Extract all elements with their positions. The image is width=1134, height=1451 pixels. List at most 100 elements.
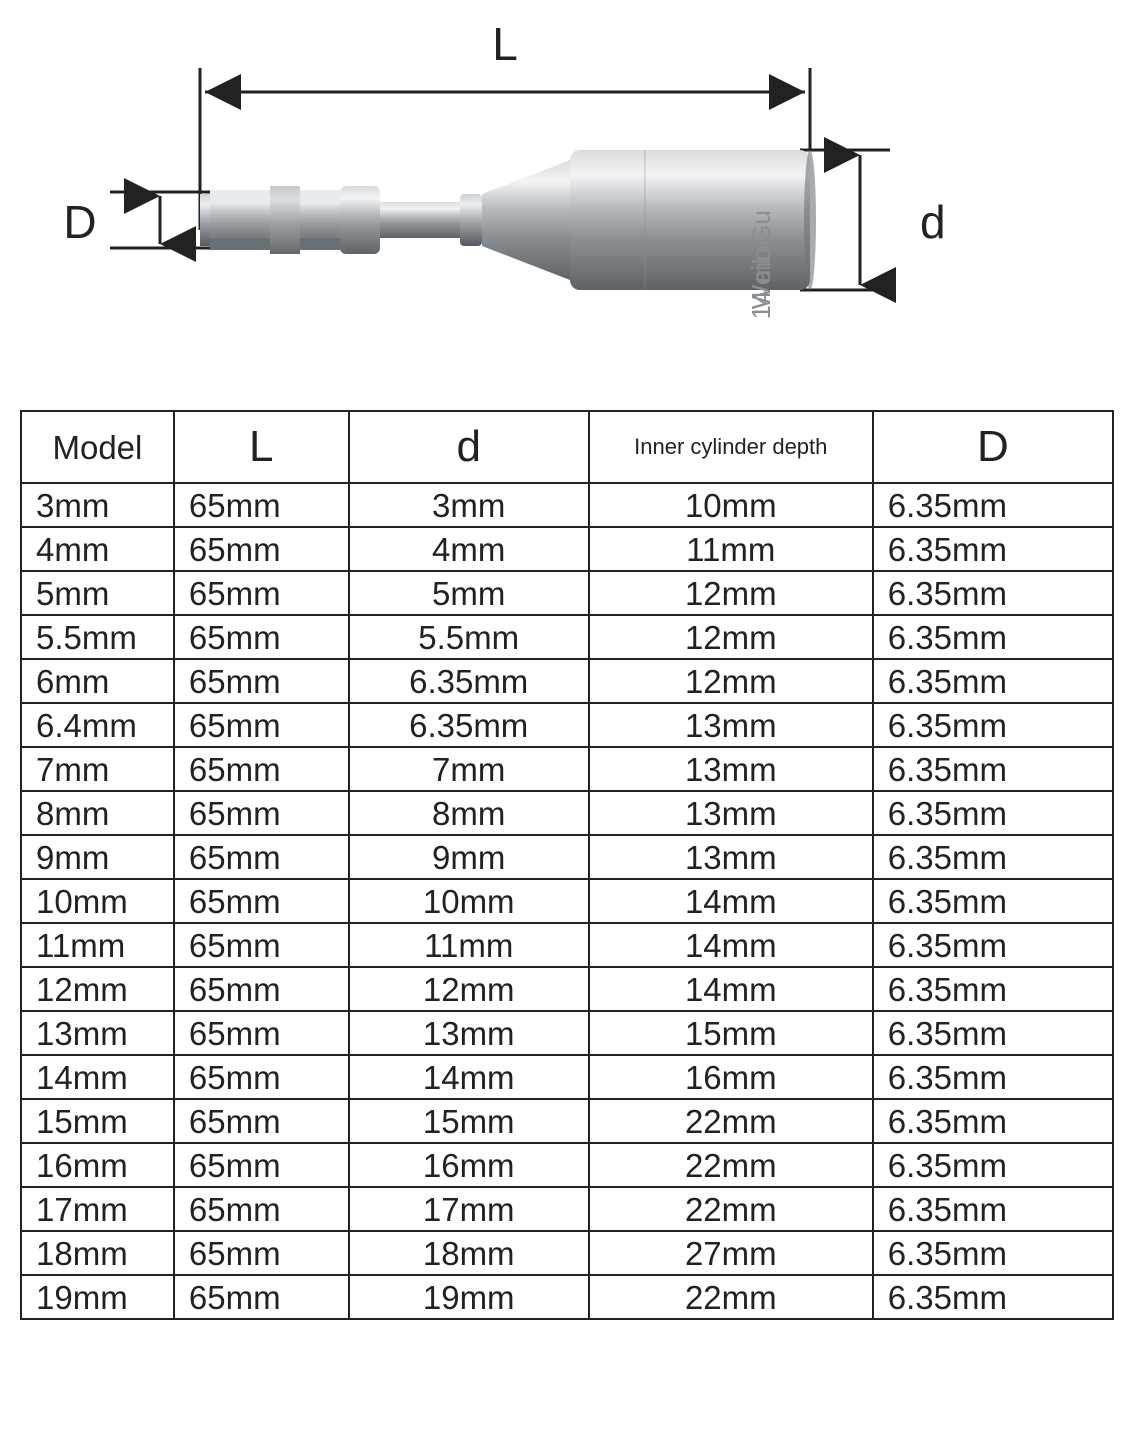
engraving-size: 14 mm [746, 240, 776, 319]
cell-depth: 12mm [589, 659, 873, 703]
cell-depth: 22mm [589, 1143, 873, 1187]
table-row: 8mm65mm8mm13mm6.35mm [21, 791, 1113, 835]
cell-depth: 13mm [589, 791, 873, 835]
dimension-label-D-shank: D [63, 196, 96, 248]
cell-L: 65mm [174, 835, 349, 879]
cell-d: 8mm [349, 791, 589, 835]
cell-d: 10mm [349, 879, 589, 923]
col-header-L: L [174, 411, 349, 483]
cell-d: 18mm [349, 1231, 589, 1275]
cell-model: 4mm [21, 527, 174, 571]
cell-d: 6.35mm [349, 659, 589, 703]
col-header-model: Model [21, 411, 174, 483]
cell-depth: 12mm [589, 615, 873, 659]
cell-L: 65mm [174, 1055, 349, 1099]
cell-D: 6.35mm [873, 1055, 1113, 1099]
cell-D: 6.35mm [873, 615, 1113, 659]
cell-D: 6.35mm [873, 1011, 1113, 1055]
cell-L: 65mm [174, 1231, 349, 1275]
cell-D: 6.35mm [873, 1231, 1113, 1275]
cell-L: 65mm [174, 527, 349, 571]
cell-depth: 10mm [589, 483, 873, 527]
table-header-row: Model L d Inner cylinder depth D [21, 411, 1113, 483]
cell-d: 16mm [349, 1143, 589, 1187]
cell-d: 19mm [349, 1275, 589, 1319]
cell-D: 6.35mm [873, 571, 1113, 615]
table-row: 18mm65mm18mm27mm6.35mm [21, 1231, 1113, 1275]
cell-depth: 14mm [589, 879, 873, 923]
cell-d: 14mm [349, 1055, 589, 1099]
cell-depth: 11mm [589, 527, 873, 571]
cell-d: 6.35mm [349, 703, 589, 747]
cell-L: 65mm [174, 1275, 349, 1319]
cell-D: 6.35mm [873, 1275, 1113, 1319]
cell-depth: 15mm [589, 1011, 873, 1055]
cell-model: 16mm [21, 1143, 174, 1187]
table-row: 16mm65mm16mm22mm6.35mm [21, 1143, 1113, 1187]
cell-d: 5mm [349, 571, 589, 615]
cell-model: 14mm [21, 1055, 174, 1099]
table-row: 14mm65mm14mm16mm6.35mm [21, 1055, 1113, 1099]
cell-D: 6.35mm [873, 483, 1113, 527]
dimension-label-L: L [492, 18, 518, 70]
col-header-depth: Inner cylinder depth [589, 411, 873, 483]
cell-model: 11mm [21, 923, 174, 967]
cell-depth: 22mm [589, 1187, 873, 1231]
cell-model: 10mm [21, 879, 174, 923]
cell-d: 7mm [349, 747, 589, 791]
cell-L: 65mm [174, 1099, 349, 1143]
cell-D: 6.35mm [873, 967, 1113, 1011]
table-row: 12mm65mm12mm14mm6.35mm [21, 967, 1113, 1011]
cell-d: 15mm [349, 1099, 589, 1143]
cell-depth: 13mm [589, 747, 873, 791]
dimension-diagram: L D d [10, 10, 1124, 410]
cell-depth: 22mm [589, 1099, 873, 1143]
cell-model: 19mm [21, 1275, 174, 1319]
cell-model: 5.5mm [21, 615, 174, 659]
cell-depth: 27mm [589, 1231, 873, 1275]
cell-D: 6.35mm [873, 879, 1113, 923]
cell-d: 11mm [349, 923, 589, 967]
cell-d: 4mm [349, 527, 589, 571]
col-header-d: d [349, 411, 589, 483]
table-row: 15mm65mm15mm22mm6.35mm [21, 1099, 1113, 1143]
cell-d: 9mm [349, 835, 589, 879]
cell-D: 6.35mm [873, 1187, 1113, 1231]
cell-model: 18mm [21, 1231, 174, 1275]
table-row: 17mm65mm17mm22mm6.35mm [21, 1187, 1113, 1231]
cell-depth: 16mm [589, 1055, 873, 1099]
cell-L: 65mm [174, 923, 349, 967]
table-row: 6.4mm65mm6.35mm13mm6.35mm [21, 703, 1113, 747]
spec-table: Model L d Inner cylinder depth D 3mm65mm… [20, 410, 1114, 1320]
cell-depth: 14mm [589, 923, 873, 967]
cell-D: 6.35mm [873, 527, 1113, 571]
table-row: 6mm65mm6.35mm12mm6.35mm [21, 659, 1113, 703]
cell-depth: 13mm [589, 835, 873, 879]
cell-L: 65mm [174, 615, 349, 659]
table-row: 7mm65mm7mm13mm6.35mm [21, 747, 1113, 791]
cell-model: 13mm [21, 1011, 174, 1055]
table-row: 4mm65mm4mm11mm6.35mm [21, 527, 1113, 571]
cell-L: 65mm [174, 483, 349, 527]
table-row: 13mm65mm13mm15mm6.35mm [21, 1011, 1113, 1055]
cell-model: 15mm [21, 1099, 174, 1143]
cell-D: 6.35mm [873, 835, 1113, 879]
cell-d: 12mm [349, 967, 589, 1011]
cell-model: 9mm [21, 835, 174, 879]
cell-L: 65mm [174, 703, 349, 747]
table-row: 3mm65mm3mm10mm6.35mm [21, 483, 1113, 527]
cell-L: 65mm [174, 879, 349, 923]
cell-model: 6mm [21, 659, 174, 703]
table-row: 5mm65mm5mm12mm6.35mm [21, 571, 1113, 615]
col-header-D: D [873, 411, 1113, 483]
cell-model: 5mm [21, 571, 174, 615]
table-row: 11mm65mm11mm14mm6.35mm [21, 923, 1113, 967]
cell-D: 6.35mm [873, 747, 1113, 791]
cell-D: 6.35mm [873, 923, 1113, 967]
cell-depth: 12mm [589, 571, 873, 615]
cell-L: 65mm [174, 791, 349, 835]
cell-model: 12mm [21, 967, 174, 1011]
cell-depth: 14mm [589, 967, 873, 1011]
cell-model: 3mm [21, 483, 174, 527]
dimension-label-d-socket: d [920, 196, 946, 248]
